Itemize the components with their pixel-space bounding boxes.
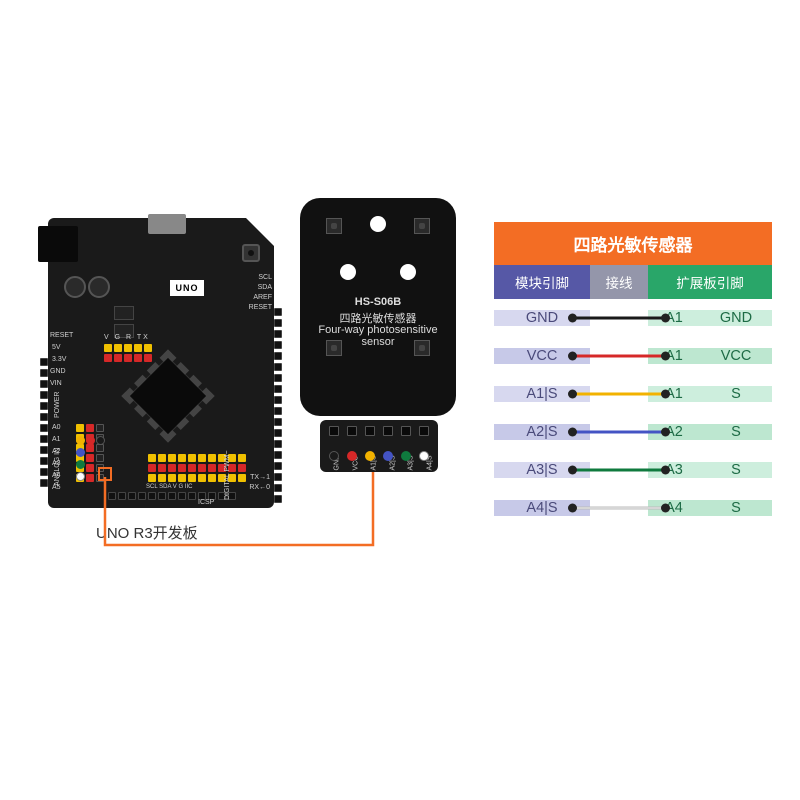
silk-label: RESET [249,304,272,311]
bottom-header [108,492,236,500]
silk-label: RX←0 [249,484,270,491]
table-row: VCCA1VCC [494,337,772,375]
silk-label: RESET [50,332,73,339]
usb-port [148,214,186,234]
silk-label: A1 [52,436,61,443]
silk-label: 3.3V [52,356,66,363]
silk-label: A0 [52,424,61,431]
digital-header-row [148,474,246,482]
breakout-dot-a3 [401,451,411,461]
wire-dot-a1-k [96,436,105,445]
wire-dot-a2 [76,448,85,457]
sensor-module: HS-S06B 四路光敏传感器 Four-way photosensitives… [300,198,456,416]
breakout-dot-gnd [329,451,339,461]
power-header-row [104,344,152,352]
power-header-row [104,354,152,362]
table-row: A3|SA3S [494,451,772,489]
silk-label: SCL SDA V G IIC [146,484,192,490]
table-body: GNDA1GNDVCCA1VCCA1|SA1SA2|SA2SA3|SA3SA4|… [494,299,772,527]
capacitor [64,276,86,298]
sensor-breakout: GNDVCC A1|SA2|S A3|SA4|S [320,420,438,472]
photo-led [326,218,342,234]
silk-label: A2 [52,448,61,455]
mount-hole [370,216,386,232]
analog-header-col [96,424,104,482]
silk-label: V G R TX [104,334,150,341]
table-row: GNDA1GND [494,299,772,337]
silk-label: A3 [52,460,61,467]
breakout-dot-a4 [419,451,429,461]
table-row: A2|SA2S [494,413,772,451]
silk-label: VIN [50,380,62,387]
capacitor [88,276,110,298]
silk-label: SDA [258,284,272,291]
smd-ic [114,306,134,320]
photo-led [414,218,430,234]
silk-label: POWER [54,392,61,418]
silk-label: AREF [253,294,272,301]
sensor-code: HS-S06B [300,296,456,308]
uno-board: UNO SCL SDA AREF RESET POWER ANALOG IN V… [48,218,274,508]
mount-hole [340,264,356,280]
right-edge-header [274,308,282,503]
left-edge-header [40,358,48,487]
wire-dot-a1-r [86,436,95,445]
table-row: A4|SA4S [494,489,772,527]
analog-header-col [86,424,94,482]
pin-mapping-table: 四路光敏传感器 模块引脚 接线 扩展板引脚 GNDA1GNDVCCA1VCCA1… [494,222,772,527]
breakout-pins [329,426,429,436]
silk-label: DIGITAL PWM~ [224,450,231,500]
sensor-name-en: Four-way photosensitivesensor [300,324,456,348]
table-title: 四路光敏传感器 [494,222,772,265]
digital-header-row [148,464,246,472]
silk-label: GND [50,368,66,375]
silk-label: SCL [258,274,272,281]
silk-label: TX→1 [250,474,270,481]
breakout-dot-vcc [347,451,357,461]
silk-label: ICSP [198,499,214,506]
uno-badge: UNO [170,280,204,296]
table-head: 模块引脚 接线 扩展板引脚 [494,265,772,299]
mcu-chip [128,356,207,435]
silk-label: A5 [52,484,61,491]
digital-header-row [148,454,246,462]
silk-label: A4 [52,472,61,479]
wire-dot-a4 [76,472,85,481]
reset-button [242,244,260,262]
silk-label: 5V [52,344,61,351]
breakout-dot-a1 [365,451,375,461]
uno-caption: UNO R3开发板 [96,522,198,543]
breakout-labels: GNDVCC A1|SA2|S A3|SA4|S [330,460,437,467]
mount-hole [400,264,416,280]
breakout-dot-a2 [383,451,393,461]
table-row: A1|SA1S [494,375,772,413]
barrel-jack [38,226,78,262]
wire-dot-a3 [76,460,85,469]
wire-dot-a1-y [76,436,85,445]
